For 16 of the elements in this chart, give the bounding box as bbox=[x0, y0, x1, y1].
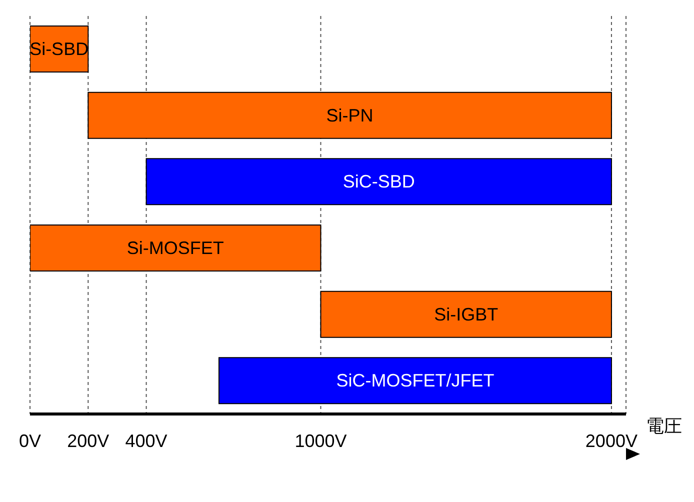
bar bbox=[30, 224, 322, 272]
x-tick-label: 200V bbox=[67, 430, 110, 451]
y-tick-label: SiC-SBD bbox=[342, 172, 415, 192]
x-axis-title: 電圧 bbox=[646, 416, 682, 436]
x-tick-label: 1000V bbox=[294, 430, 347, 451]
x-tick-label: 0V bbox=[18, 430, 42, 451]
bar bbox=[146, 158, 612, 206]
x-tick-label: 2000V bbox=[585, 430, 638, 451]
bar bbox=[320, 290, 612, 338]
x-tick-label: 400V bbox=[125, 430, 168, 451]
y-tick-label: SiC-MOSFET/JFET bbox=[336, 370, 494, 391]
y-tick-label: Si-PN bbox=[326, 105, 374, 126]
bar bbox=[88, 92, 612, 139]
y-tick-label: Si-IGBT bbox=[434, 304, 498, 324]
y-tick-label: Si-MOSFET bbox=[126, 238, 224, 258]
bar bbox=[218, 357, 612, 404]
